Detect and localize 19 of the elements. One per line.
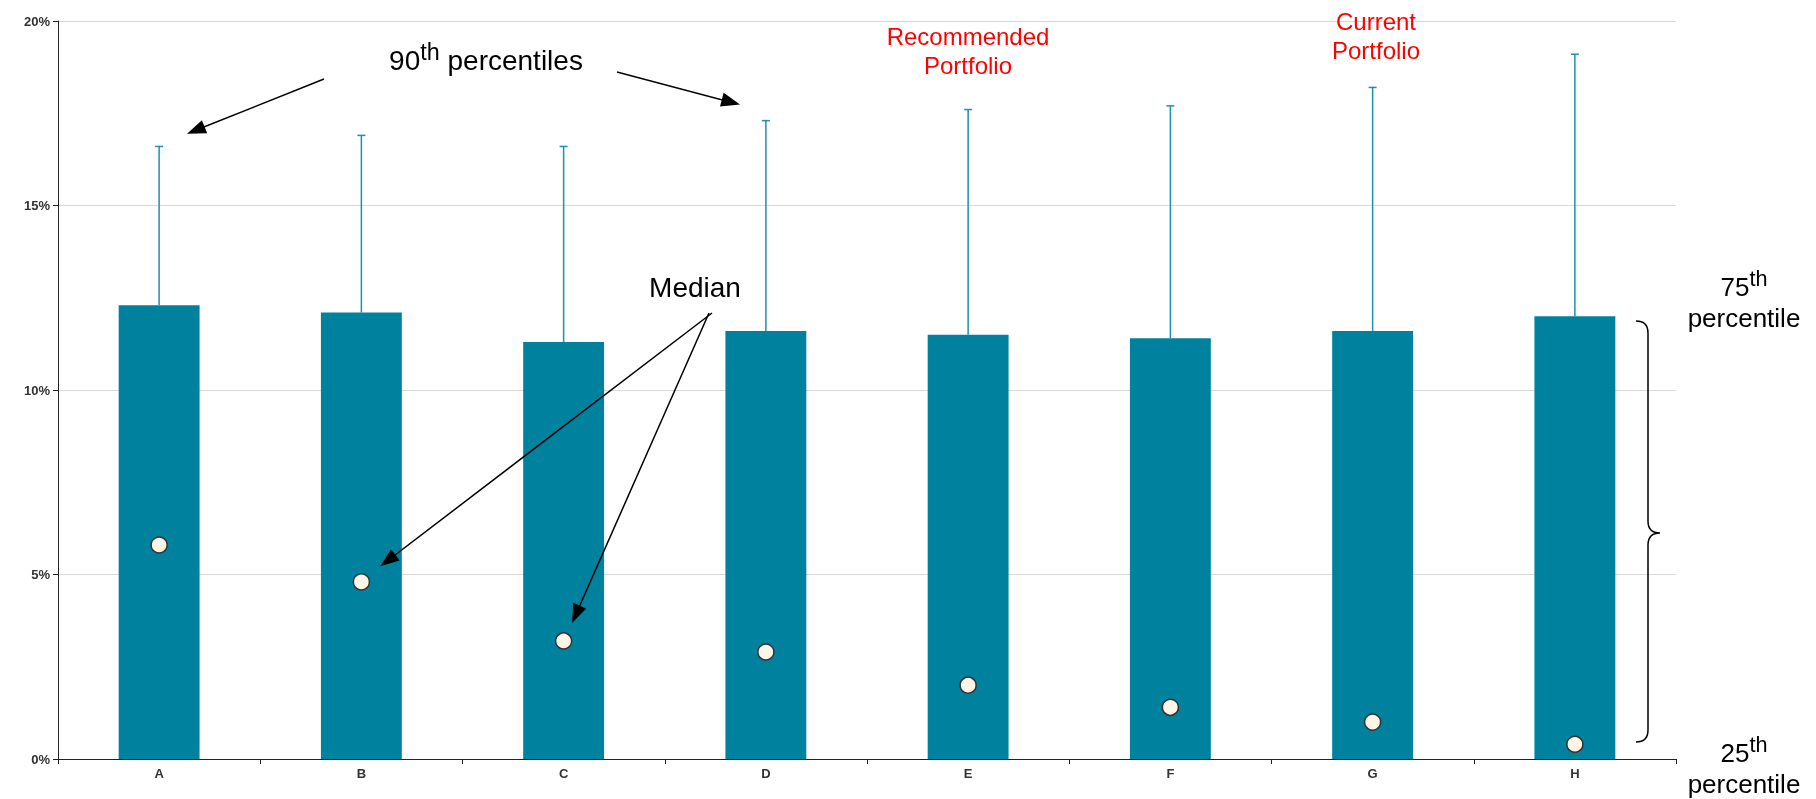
x-tick-label: B [356,766,367,781]
y-tick-label: 10% [23,382,51,398]
x-tick-label: G [1367,766,1378,781]
x-tick-label: D [761,766,771,781]
x-tick-label: E [963,766,973,781]
y-tick-label: 15% [23,198,51,213]
annotation: Median [649,271,741,305]
y-tick-label: 20% [23,13,51,29]
y-tick-label: 5% [31,567,51,582]
annotation: Recommended Portfolio [885,23,1051,81]
text: 75$^{th}$ percentile [1686,265,1802,335]
x-tick-label: A [154,766,165,781]
x-tick-label: H [1570,766,1580,781]
x-tick-label: C [558,766,569,781]
y-tick-label: 0% [31,751,51,767]
annotation: Current Portfolio [1330,8,1421,66]
x-tick-label: F [1166,766,1175,781]
text: 25$^{th}$ percentile [1686,731,1802,799]
annotation: 90$^{th}$ percentiles [389,38,583,78]
